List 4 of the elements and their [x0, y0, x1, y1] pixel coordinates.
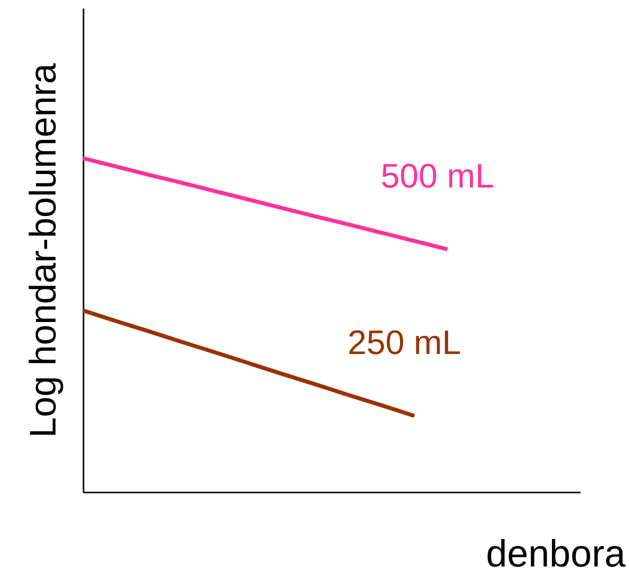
series-label: 250 mL: [348, 324, 462, 362]
x-axis-title: denbora: [486, 534, 626, 576]
y-axis-title: Log hondar-bolumenra: [22, 62, 64, 438]
series-label: 500 mL: [380, 157, 494, 196]
